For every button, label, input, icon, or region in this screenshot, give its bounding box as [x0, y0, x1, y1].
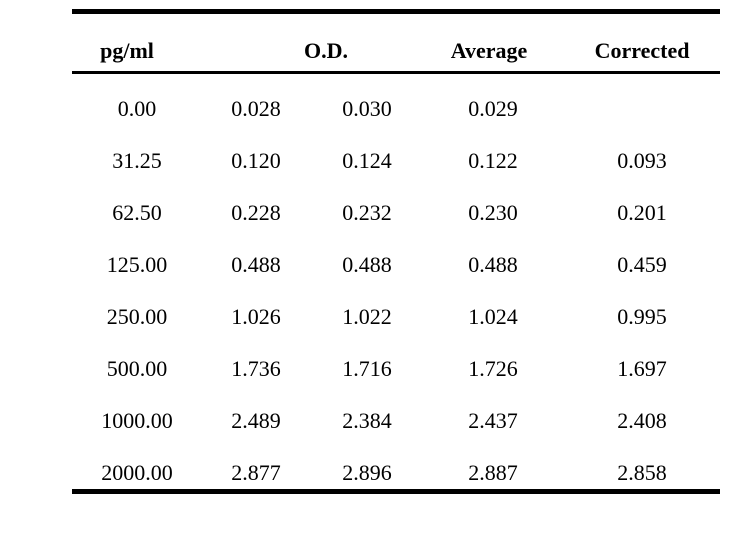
cell-od-1: 0.228: [231, 200, 281, 225]
cell-concentration: 0.00: [117, 96, 157, 121]
cell-od-2: 2.384: [342, 408, 392, 433]
cell-corrected: 2.858: [617, 460, 667, 485]
cell-concentration: 1000.00: [101, 408, 173, 433]
cell-concentration: 500.00: [106, 356, 168, 381]
cell-corrected: 1.697: [617, 356, 667, 381]
table-row: 125.00 0.488 0.488 0.488 0.459: [72, 250, 720, 280]
cell-od-2: 1.022: [342, 304, 392, 329]
cell-od-1: 2.489: [231, 408, 281, 433]
cell-corrected: 2.408: [617, 408, 667, 433]
cell-od-1: 0.120: [231, 148, 281, 173]
od-table: pg/ml O.D. Average Corrected 0.00 0.028 …: [72, 9, 720, 494]
cell-corrected: 0.995: [617, 304, 667, 329]
cell-od-1: 1.026: [231, 304, 281, 329]
cell-corrected: 0.201: [617, 200, 667, 225]
cell-od-1: 2.877: [231, 460, 281, 485]
cell-od-2: 0.488: [342, 252, 392, 277]
table-header-rule: [72, 71, 720, 74]
table-row: 2000.00 2.877 2.896 2.887 2.858: [72, 458, 720, 488]
table-bottom-rule: [72, 489, 720, 494]
cell-concentration: 31.25: [112, 148, 162, 173]
table-top-rule: [72, 9, 720, 14]
cell-average: 2.887: [468, 460, 518, 485]
cell-od-2: 0.030: [342, 96, 392, 121]
table-body: 0.00 0.028 0.030 0.029 31.25 0.120 0.124…: [72, 74, 720, 489]
table-row: 1000.00 2.489 2.384 2.437 2.408: [72, 406, 720, 436]
cell-average: 1.024: [468, 304, 518, 329]
table-row: 500.00 1.736 1.716 1.726 1.697: [72, 354, 720, 384]
table-row: 31.25 0.120 0.124 0.122 0.093: [72, 146, 720, 176]
cell-concentration: 250.00: [106, 304, 168, 329]
cell-corrected: 0.093: [617, 148, 667, 173]
table-header-row: pg/ml O.D. Average Corrected: [72, 14, 720, 71]
cell-od-2: 0.232: [342, 200, 392, 225]
cell-concentration: 62.50: [112, 200, 162, 225]
table-row: 250.00 1.026 1.022 1.024 0.995: [72, 302, 720, 332]
cell-corrected: 0.459: [617, 252, 667, 277]
cell-average: 0.029: [468, 96, 518, 121]
cell-od-2: 1.716: [342, 356, 392, 381]
header-average: Average: [450, 38, 528, 63]
cell-od-1: 0.028: [231, 96, 281, 121]
cell-od-2: 2.896: [342, 460, 392, 485]
table-row: 0.00 0.028 0.030 0.029: [72, 94, 720, 124]
header-corrected: Corrected: [594, 38, 690, 63]
cell-od-1: 1.736: [231, 356, 281, 381]
cell-average: 0.488: [468, 252, 518, 277]
cell-concentration: 2000.00: [101, 460, 173, 485]
table-row: 62.50 0.228 0.232 0.230 0.201: [72, 198, 720, 228]
cell-od-1: 0.488: [231, 252, 281, 277]
cell-average: 1.726: [468, 356, 518, 381]
cell-average: 2.437: [468, 408, 518, 433]
cell-average: 0.230: [468, 200, 518, 225]
header-od: O.D.: [304, 38, 348, 63]
cell-concentration: 125.00: [106, 252, 168, 277]
cell-od-2: 0.124: [342, 148, 392, 173]
header-concentration: pg/ml: [100, 38, 154, 63]
cell-average: 0.122: [468, 148, 518, 173]
